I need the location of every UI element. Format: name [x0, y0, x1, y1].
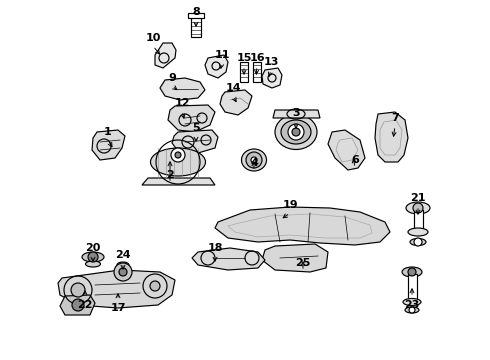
- Text: 7: 7: [391, 113, 399, 123]
- Text: 12: 12: [174, 98, 190, 108]
- Text: 21: 21: [410, 193, 426, 203]
- Text: 25: 25: [295, 258, 311, 268]
- Circle shape: [246, 152, 262, 168]
- Polygon shape: [192, 248, 265, 270]
- Text: 18: 18: [207, 243, 223, 253]
- Polygon shape: [92, 130, 125, 160]
- Polygon shape: [375, 112, 408, 162]
- Circle shape: [72, 299, 84, 311]
- Circle shape: [119, 268, 127, 276]
- Ellipse shape: [408, 228, 428, 236]
- Text: 2: 2: [166, 170, 174, 180]
- Bar: [191, 15, 201, 37]
- Text: 23: 23: [404, 300, 420, 310]
- Bar: [408, 274, 417, 302]
- Ellipse shape: [85, 261, 100, 267]
- Text: 17: 17: [110, 303, 126, 313]
- Ellipse shape: [275, 114, 317, 149]
- Circle shape: [71, 283, 85, 297]
- Circle shape: [414, 238, 422, 246]
- Text: 5: 5: [192, 123, 200, 133]
- Ellipse shape: [281, 120, 311, 144]
- Ellipse shape: [82, 252, 104, 262]
- Bar: [240, 62, 248, 82]
- Text: 9: 9: [168, 73, 176, 83]
- Text: 22: 22: [77, 300, 93, 310]
- Ellipse shape: [405, 307, 419, 313]
- Polygon shape: [155, 43, 176, 68]
- Text: 16: 16: [249, 53, 265, 63]
- Text: 13: 13: [263, 57, 279, 67]
- Polygon shape: [168, 105, 215, 132]
- Polygon shape: [60, 295, 95, 315]
- Ellipse shape: [150, 148, 205, 176]
- Text: 24: 24: [115, 250, 131, 260]
- Text: 3: 3: [292, 108, 300, 118]
- Polygon shape: [142, 178, 215, 185]
- Circle shape: [88, 252, 98, 262]
- Circle shape: [292, 128, 300, 136]
- Circle shape: [150, 281, 160, 291]
- Bar: [188, 13, 204, 18]
- Ellipse shape: [406, 202, 430, 214]
- Polygon shape: [328, 130, 365, 170]
- Text: 19: 19: [282, 200, 298, 210]
- Circle shape: [175, 152, 181, 158]
- Text: 15: 15: [236, 53, 252, 63]
- Polygon shape: [160, 78, 205, 100]
- Ellipse shape: [402, 267, 422, 277]
- Text: 1: 1: [104, 127, 112, 137]
- Text: 10: 10: [146, 33, 161, 43]
- Text: 6: 6: [351, 155, 359, 165]
- Polygon shape: [262, 68, 282, 88]
- Circle shape: [413, 203, 423, 213]
- Text: 8: 8: [192, 7, 200, 17]
- Polygon shape: [220, 90, 252, 115]
- Text: 4: 4: [250, 158, 258, 168]
- Polygon shape: [215, 207, 390, 245]
- Polygon shape: [262, 244, 328, 272]
- Ellipse shape: [117, 262, 129, 268]
- Polygon shape: [172, 130, 218, 153]
- Bar: [253, 62, 261, 82]
- Circle shape: [171, 148, 185, 162]
- Polygon shape: [205, 55, 228, 78]
- Bar: [414, 210, 423, 232]
- Ellipse shape: [242, 149, 267, 171]
- Polygon shape: [273, 110, 320, 118]
- Polygon shape: [58, 270, 175, 308]
- Circle shape: [251, 157, 257, 163]
- Ellipse shape: [410, 238, 426, 246]
- Text: 14: 14: [225, 83, 241, 93]
- Text: 11: 11: [214, 50, 230, 60]
- Text: 20: 20: [85, 243, 100, 253]
- Circle shape: [114, 263, 132, 281]
- Circle shape: [409, 307, 415, 313]
- Circle shape: [288, 124, 304, 140]
- Circle shape: [408, 268, 416, 276]
- Ellipse shape: [403, 298, 421, 306]
